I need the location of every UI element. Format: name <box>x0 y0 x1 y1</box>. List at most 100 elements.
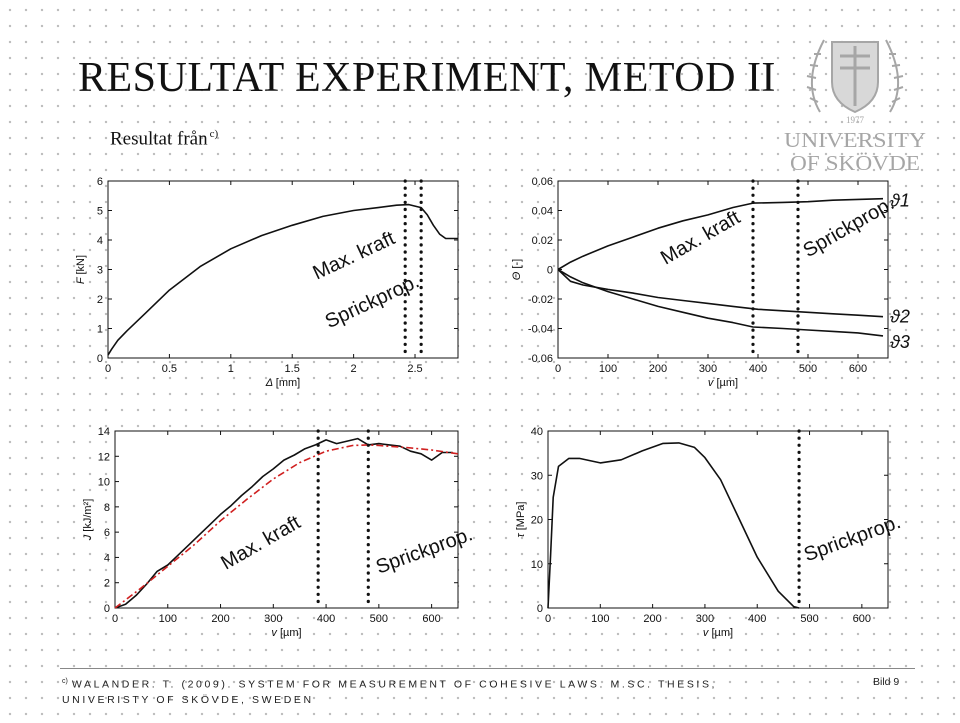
x-tick-label: 600 <box>849 363 867 375</box>
university-logo: 1977 UNIVERSITY OF SKÖVDE <box>784 39 926 174</box>
x-tick-label: 0 <box>112 613 118 625</box>
y-axis-unit: [kJ/m²] <box>82 499 94 532</box>
y-tick-label: 0 <box>537 603 543 615</box>
y-tick-label: 0 <box>97 353 103 365</box>
y-tick-label: 20 <box>531 515 543 527</box>
y-tick-label: 0.02 <box>532 235 553 247</box>
subtitle-reference: c) <box>209 128 219 140</box>
y-tick-label: 14 <box>98 426 110 438</box>
series-line <box>557 268 884 337</box>
footer-reference: c) <box>62 678 68 685</box>
series-label: ϑ2 <box>890 307 910 327</box>
x-tick-label: 100 <box>599 363 617 375</box>
y-axis-label: F [kN] <box>75 255 87 284</box>
subtitle-text: Resultat från <box>110 128 208 150</box>
x-axis-unit: [µm] <box>280 627 302 639</box>
y-tick-label: 6 <box>97 176 103 188</box>
x-axis-symbol: v <box>271 627 280 639</box>
y-axis-symbol: J <box>82 532 94 542</box>
x-tick-label: 400 <box>748 613 766 625</box>
y-tick-label: 2 <box>104 578 110 590</box>
x-tick-label: 0 <box>555 363 561 375</box>
footer-citation: c) WALANDER. T. (2009). SYSTEM FOR MEASUR… <box>62 674 782 708</box>
x-tick-label: 500 <box>799 363 817 375</box>
y-tick-label: -0.06 <box>528 353 553 365</box>
footer-divider <box>60 668 915 669</box>
x-axis-label: v [µm] <box>708 377 738 389</box>
x-tick-label: 600 <box>853 613 871 625</box>
y-axis-label: τ [MPa] <box>515 502 527 538</box>
x-axis-label: v [µm] <box>271 627 301 639</box>
x-tick-label: 400 <box>749 363 767 375</box>
x-tick-label: 500 <box>800 613 818 625</box>
x-axis-symbol: v <box>708 377 717 389</box>
y-tick-label: 10 <box>98 477 110 489</box>
x-tick-label: 500 <box>370 613 388 625</box>
series-line <box>114 437 453 609</box>
footer-text: WALANDER. T. (2009). SYSTEM FOR MEASUREM… <box>62 678 718 706</box>
y-axis-unit: [kN] <box>75 255 87 275</box>
x-tick-label: 300 <box>696 613 714 625</box>
x-tick-label: 2.5 <box>407 363 422 375</box>
plot-frame <box>547 430 889 609</box>
x-tick-label: 100 <box>591 613 609 625</box>
x-axis-symbol: v <box>703 627 712 639</box>
y-tick-label: 0.04 <box>532 206 553 218</box>
x-tick-label: 1 <box>228 363 234 375</box>
x-tick-label: 400 <box>317 613 335 625</box>
y-tick-label: 0.06 <box>532 176 553 188</box>
x-tick-label: 0.5 <box>162 363 177 375</box>
x-axis-unit: [µm] <box>716 377 738 389</box>
y-tick-label: 2 <box>97 294 103 306</box>
y-tick-label: -0.04 <box>528 324 553 336</box>
x-tick-label: 100 <box>159 613 177 625</box>
y-axis-symbol: τ <box>515 530 527 537</box>
y-axis-symbol: F <box>75 274 87 284</box>
x-axis-unit: [mm] <box>276 377 300 389</box>
slide-subtitle: Resultat från c) <box>110 128 218 150</box>
logo-line2: OF SKÖVDE <box>790 151 920 174</box>
y-tick-label: 1 <box>97 324 103 336</box>
chart-3: 0 100 200 300 400 500 600 0 2 4 6 8 10 12 14 v [µm] J [k… <box>82 426 476 639</box>
x-tick-label: 300 <box>264 613 282 625</box>
plot-frame <box>114 430 459 609</box>
y-tick-label: 30 <box>531 470 543 482</box>
y-tick-label: 6 <box>104 527 110 539</box>
logo-line1: UNIVERSITY <box>784 128 926 152</box>
y-tick-label: -0.02 <box>528 294 553 306</box>
y-tick-label: 8 <box>104 502 110 514</box>
x-tick-label: 200 <box>211 613 229 625</box>
x-tick-label: 1.5 <box>285 363 300 375</box>
logo-year: 1977 <box>846 115 865 125</box>
y-axis-unit: [MPa] <box>515 502 527 531</box>
x-axis-symbol: Δ <box>265 377 276 389</box>
x-tick-label: 200 <box>643 613 661 625</box>
slide-number: Bild 9 <box>873 676 900 688</box>
y-axis-unit: [-] <box>511 259 523 269</box>
university-seal <box>806 39 904 114</box>
x-tick-label: 2 <box>351 363 357 375</box>
series-line <box>547 442 800 609</box>
x-tick-label: 300 <box>699 363 717 375</box>
y-tick-label: 0 <box>547 265 553 277</box>
y-axis-symbol: Θ <box>511 269 523 281</box>
x-tick-label: 0 <box>105 363 111 375</box>
series-line <box>107 203 458 356</box>
y-tick-label: 5 <box>97 206 103 218</box>
chart-4: 0 100 200 300 400 500 600 0 10 20 30 40 v [µm] τ [MPa… <box>515 426 904 639</box>
y-tick-label: 40 <box>531 426 543 438</box>
y-tick-label: 10 <box>531 559 543 571</box>
x-tick-label: 0 <box>545 613 551 625</box>
y-tick-label: 3 <box>97 265 103 277</box>
chart-2: 0 100 200 300 400 500 600 -0.06 -0.04 -0.02 0 0.02 0… <box>511 176 910 389</box>
x-axis-unit: [µm] <box>711 627 733 639</box>
slide-title: RESULTAT EXPERIMENT, METOD II <box>78 55 776 101</box>
x-axis-label: Δ [mm] <box>265 377 300 389</box>
y-tick-label: 4 <box>97 235 103 247</box>
series-line <box>557 197 884 271</box>
x-axis-label: v [µm] <box>703 627 733 639</box>
series-label: ϑ1 <box>890 191 910 211</box>
y-tick-label: 12 <box>98 451 110 463</box>
